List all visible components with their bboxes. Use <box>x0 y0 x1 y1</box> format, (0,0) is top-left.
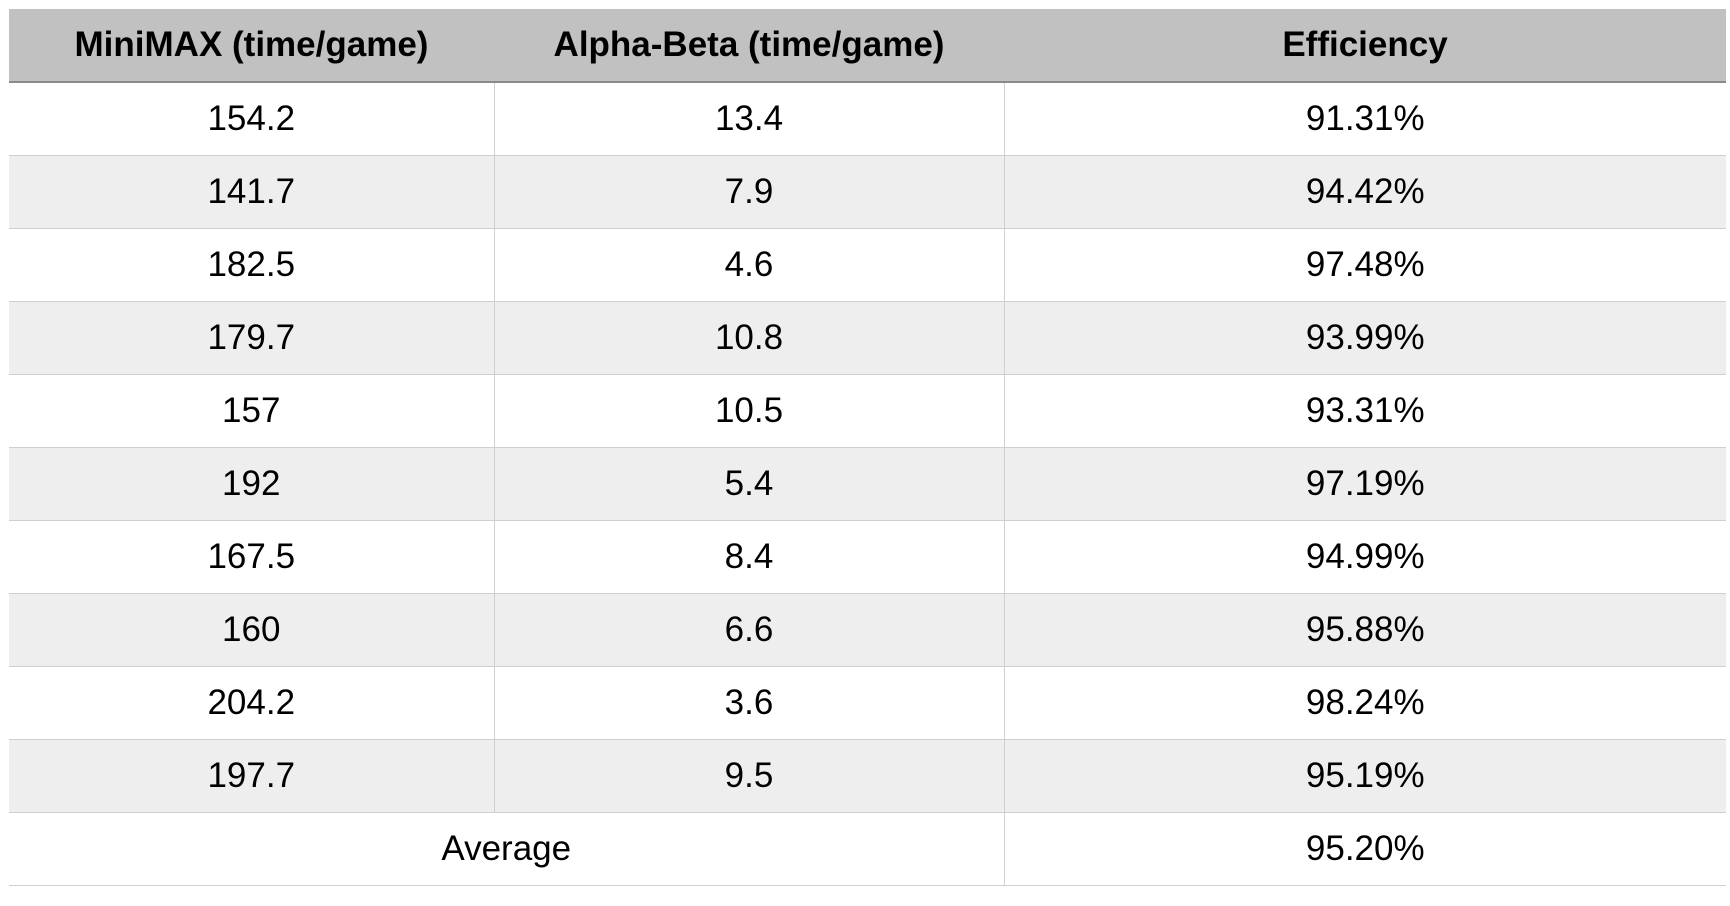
cell-minimax: 192 <box>9 447 494 521</box>
cell-efficiency: 97.19% <box>1003 447 1726 521</box>
cell-efficiency: 94.42% <box>1003 155 1726 229</box>
cell-minimax: 154.2 <box>9 82 494 156</box>
table-row: 167.5 8.4 94.99% <box>9 520 1726 594</box>
cell-efficiency: 93.99% <box>1003 301 1726 375</box>
cell-minimax: 179.7 <box>9 301 494 375</box>
header-alpha-beta: Alpha-Beta (time/game) <box>494 9 1004 83</box>
cell-alpha-beta: 3.6 <box>493 666 1004 740</box>
average-row: Average 95.20% <box>9 812 1726 886</box>
cell-minimax: 141.7 <box>9 155 494 229</box>
cell-minimax: 157 <box>9 374 494 448</box>
efficiency-table-container: MiniMAX (time/game) Alpha-Beta (time/gam… <box>9 9 1726 886</box>
cell-efficiency: 97.48% <box>1003 228 1726 302</box>
cell-efficiency: 98.24% <box>1003 666 1726 740</box>
header-row: MiniMAX (time/game) Alpha-Beta (time/gam… <box>9 9 1726 83</box>
header-efficiency: Efficiency <box>1004 9 1726 83</box>
cell-alpha-beta: 13.4 <box>493 82 1004 156</box>
cell-alpha-beta: 9.5 <box>493 739 1004 813</box>
cell-alpha-beta: 8.4 <box>493 520 1004 594</box>
cell-alpha-beta: 4.6 <box>493 228 1004 302</box>
table-row: 182.5 4.6 97.48% <box>9 228 1726 302</box>
table-row: 154.2 13.4 91.31% <box>9 82 1726 156</box>
cell-alpha-beta: 10.5 <box>493 374 1004 448</box>
cell-efficiency: 94.99% <box>1003 520 1726 594</box>
efficiency-table: MiniMAX (time/game) Alpha-Beta (time/gam… <box>9 9 1726 886</box>
cell-minimax: 204.2 <box>9 666 494 740</box>
cell-alpha-beta: 6.6 <box>493 593 1004 667</box>
cell-minimax: 167.5 <box>9 520 494 594</box>
cell-efficiency: 93.31% <box>1003 374 1726 448</box>
average-value: 95.20% <box>1003 812 1726 886</box>
cell-minimax: 182.5 <box>9 228 494 302</box>
cell-alpha-beta: 5.4 <box>493 447 1004 521</box>
cell-efficiency: 95.88% <box>1003 593 1726 667</box>
table-row: 204.2 3.6 98.24% <box>9 666 1726 740</box>
table-row: 197.7 9.5 95.19% <box>9 739 1726 813</box>
average-label: Average <box>9 812 1004 886</box>
table-row: 192 5.4 97.19% <box>9 447 1726 521</box>
cell-alpha-beta: 7.9 <box>493 155 1004 229</box>
table-row: 160 6.6 95.88% <box>9 593 1726 667</box>
cell-minimax: 160 <box>9 593 494 667</box>
cell-minimax: 197.7 <box>9 739 494 813</box>
header-minimax: MiniMAX (time/game) <box>9 9 494 83</box>
cell-alpha-beta: 10.8 <box>493 301 1004 375</box>
table-row: 157 10.5 93.31% <box>9 374 1726 448</box>
table-row: 141.7 7.9 94.42% <box>9 155 1726 229</box>
table-row: 179.7 10.8 93.99% <box>9 301 1726 375</box>
cell-efficiency: 91.31% <box>1003 82 1726 156</box>
cell-efficiency: 95.19% <box>1003 739 1726 813</box>
